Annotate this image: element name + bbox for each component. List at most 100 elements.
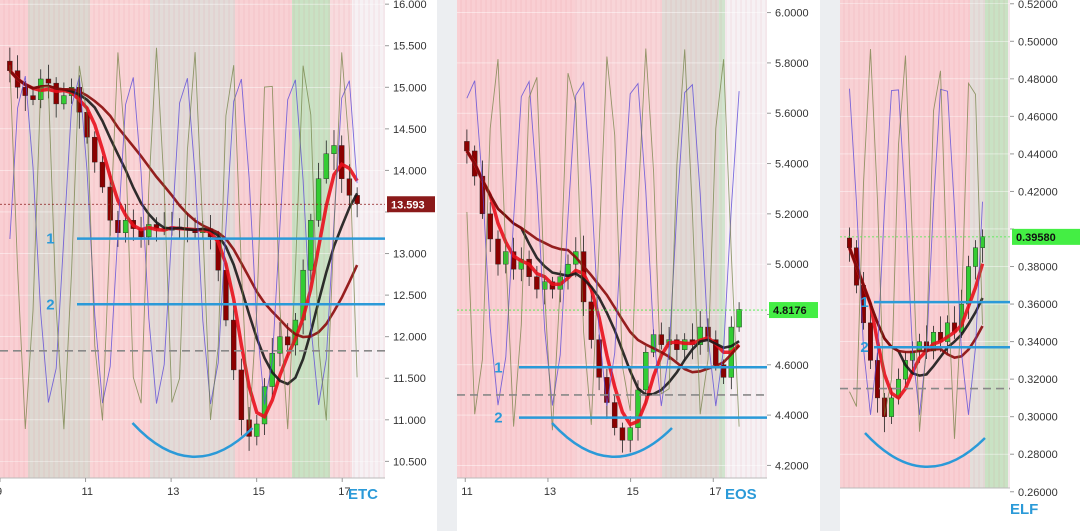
candle-body (464, 141, 470, 152)
candle-body (323, 153, 329, 179)
signal-zone (0, 0, 28, 478)
y-tick-label: 15.000 (393, 82, 427, 94)
elf-chart-panel[interactable]: 1 2 0.52000 0.50000 0.48000 0.46000 0.44000 0.4… (840, 0, 1082, 531)
oscillator-line-2 (466, 48, 740, 431)
symbol-label: ETC (348, 486, 378, 503)
annotation-label: 1 (860, 294, 868, 311)
y-tick-label: 0.52000 (1018, 0, 1058, 11)
x-tick-label: 11 (82, 486, 93, 498)
candle-body (254, 423, 260, 437)
y-tick-label: 0.50000 (1018, 36, 1058, 48)
candle-body (889, 397, 894, 417)
y-tick-label: 4.2000 (775, 460, 809, 472)
ema-slow-line (465, 150, 741, 374)
candle-body (697, 326, 703, 345)
candle-body (720, 364, 727, 378)
candle-body (658, 334, 665, 345)
candle-body (331, 145, 337, 154)
y-axis-strip (767, 0, 820, 478)
y-tick-label: 0.36000 (1018, 299, 1058, 311)
candle-body (30, 95, 36, 100)
candle-body (588, 301, 595, 340)
ema-fast-line (465, 149, 741, 427)
candle-body (847, 237, 852, 248)
annotation-label: 2 (46, 296, 54, 313)
x-tick-label: 15 (253, 486, 265, 498)
y-tick-label: 14.000 (393, 165, 427, 177)
y-tick-label: 0.26000 (1018, 487, 1058, 499)
candle-body (479, 175, 486, 215)
annotation-label: 1 (494, 359, 502, 376)
candle-body (627, 427, 633, 441)
x-tick-label: 15 (627, 486, 639, 498)
candle-body (643, 352, 649, 391)
eos-chart-panel[interactable]: 1 2 6.0000 5.8000 5.6000 5.4000 5.2000 5.0000 4.… (457, 0, 820, 531)
y-tick-label: 0.46000 (1018, 111, 1058, 123)
candle-body (487, 213, 493, 240)
panel-separator (820, 0, 840, 531)
oscillator-line-2 (849, 48, 983, 439)
y-tick-label: 15.500 (393, 41, 427, 53)
y-tick-label: 5.2000 (775, 209, 809, 221)
candle-body (736, 309, 742, 328)
candle-body (875, 360, 880, 399)
y-tick-label: 6.0000 (775, 8, 809, 20)
last-price-value: 0.39580 (1016, 232, 1056, 244)
y-tick-label: 0.42000 (1018, 186, 1058, 198)
y-tick-label: 11.000 (393, 415, 426, 427)
candle-body (238, 369, 245, 421)
candle-body (99, 161, 106, 188)
x-tick-label: 17 (338, 486, 350, 498)
candle-body (122, 220, 129, 233)
candle-body (619, 427, 626, 441)
last-price-value: 13.593 (391, 199, 425, 211)
candle-body (230, 319, 237, 371)
swing-curve (131, 422, 254, 459)
signal-zone (985, 0, 1008, 488)
oscillator-line (9, 75, 358, 405)
ema-slow-line (8, 69, 359, 339)
y-tick-label: 16.000 (393, 0, 427, 11)
swing-curve (551, 422, 673, 459)
y-tick-label: 0.32000 (1018, 374, 1058, 386)
candle-body (674, 339, 680, 350)
candle-body (495, 238, 501, 265)
x-tick-label: 17 (709, 486, 721, 498)
annotation-label: 1 (46, 231, 54, 248)
y-tick-label: 5.0000 (775, 259, 809, 271)
y-tick-label: 0.48000 (1018, 74, 1058, 86)
annotation-label: 2 (860, 339, 868, 356)
oscillator-line-2 (9, 47, 358, 430)
candle-body (973, 247, 978, 267)
candle-body (868, 322, 873, 361)
last-price-value: 4.8176 (773, 305, 807, 317)
y-tick-label: 0.44000 (1018, 149, 1058, 161)
y-tick-label: 11.500 (393, 373, 426, 385)
candle-body (339, 145, 345, 179)
annotation-label: 2 (494, 410, 502, 427)
y-tick-label: 0.28000 (1018, 449, 1058, 461)
x-tick-label: 9 (0, 486, 2, 498)
y-tick-label: 0.38000 (1018, 262, 1058, 274)
etc-chart-panel[interactable]: 1 2 16.000 15.500 15.000 14.500 14.000 13.000 12… (0, 0, 437, 531)
eos-chart[interactable]: 1 2 6.0000 5.8000 5.6000 5.4000 5.2000 5.0000 4.… (457, 0, 820, 531)
candle-body (611, 402, 618, 428)
candle-body (315, 178, 322, 221)
etc-chart[interactable]: 1 2 16.000 15.500 15.000 14.500 14.000 13.000 12… (0, 0, 437, 531)
elf-chart[interactable]: 1 2 0.52000 0.50000 0.48000 0.46000 0.44000 0.4… (840, 0, 1082, 531)
ema-slow-line (848, 247, 984, 360)
candle-body (22, 87, 28, 96)
candle-body (285, 336, 291, 346)
last-price-tag (769, 302, 818, 319)
y-tick-label: 13.000 (393, 249, 427, 261)
candle-body (346, 178, 353, 196)
symbol-label: EOS (725, 486, 757, 503)
symbol-label: ELF (1010, 501, 1038, 518)
candle-body (534, 276, 540, 290)
candle-body (903, 360, 908, 380)
panel-separator (437, 0, 457, 531)
y-tick-label: 10.500 (393, 456, 427, 468)
swing-curve (864, 432, 986, 469)
candle-body (61, 95, 67, 105)
y-tick-label: 12.500 (393, 290, 427, 302)
